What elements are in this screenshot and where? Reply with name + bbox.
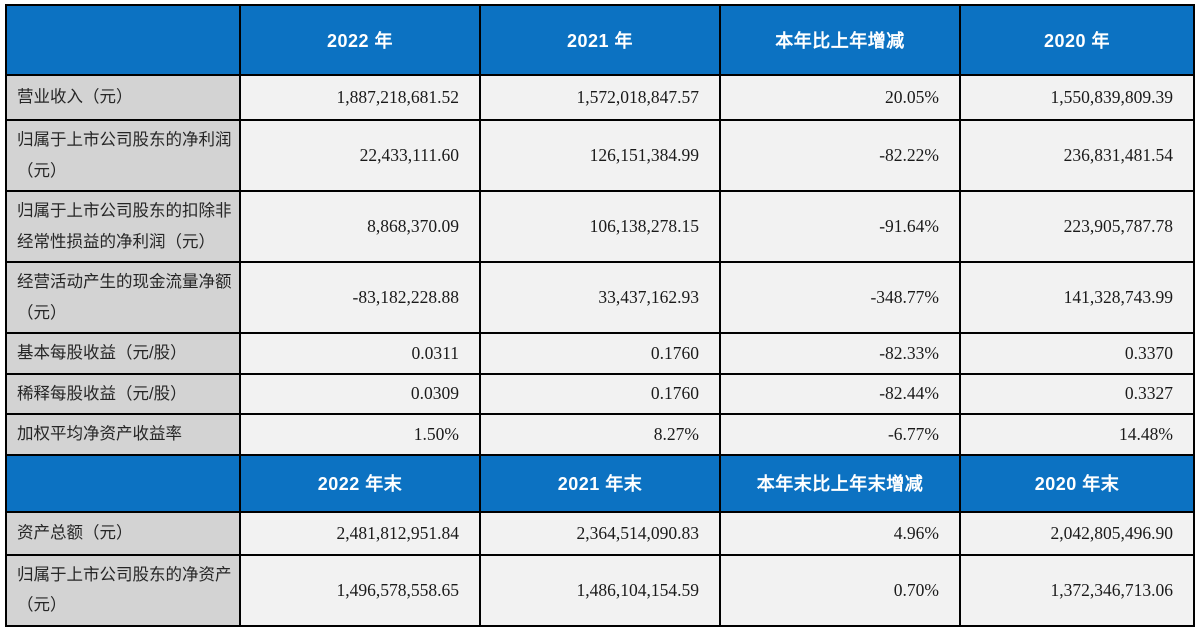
column-header-2021-end: 2021 年末 — [479, 453, 721, 513]
table-row-operating-cash-flow: 经营活动产生的现金流量净额（元） -83,182,228.88 33,437,1… — [5, 261, 1195, 335]
row-label: 归属于上市公司股东的净利润（元） — [5, 118, 241, 193]
cell-value: 1,887,218,681.52 — [239, 74, 481, 121]
row-label: 稀释每股收益（元/股） — [5, 372, 241, 416]
cell-value: 8.27% — [479, 413, 721, 456]
column-header-yoy-change: 本年比上年增减 — [719, 4, 961, 76]
cell-value: -82.33% — [719, 332, 961, 375]
column-header-2022: 2022 年 — [239, 4, 481, 76]
cell-value: 1,572,018,847.57 — [479, 74, 721, 121]
cell-value: 0.1760 — [479, 332, 721, 375]
cell-value: 0.70% — [719, 553, 961, 627]
header-row-annual: 2022 年 2021 年 本年比上年增减 2020 年 — [5, 4, 1195, 76]
column-header-2020-end: 2020 年末 — [959, 453, 1195, 513]
cell-value: -83,182,228.88 — [239, 261, 481, 335]
cell-value: -6.77% — [719, 413, 961, 456]
table-row-net-assets: 归属于上市公司股东的净资产（元） 1,496,578,558.65 1,486,… — [5, 553, 1195, 627]
financial-summary-table: 2022 年 2021 年 本年比上年增减 2020 年 营业收入（元） 1,8… — [5, 4, 1195, 627]
cell-value: 33,437,162.93 — [479, 261, 721, 335]
table-row-basic-eps: 基本每股收益（元/股） 0.0311 0.1760 -82.33% 0.3370 — [5, 332, 1195, 375]
cell-value: 1,550,839,809.39 — [959, 74, 1195, 121]
cell-value: 4.96% — [719, 510, 961, 556]
cell-value: 1,372,346,713.06 — [959, 553, 1195, 627]
cell-value: 0.1760 — [479, 372, 721, 416]
cell-value: 22,433,111.60 — [239, 118, 481, 193]
cell-value: 0.3370 — [959, 332, 1195, 375]
column-header-year-end-change: 本年末比上年末增减 — [719, 453, 961, 513]
cell-value: 106,138,278.15 — [479, 190, 721, 264]
cell-value: 1,486,104,154.59 — [479, 553, 721, 627]
row-label: 基本每股收益（元/股） — [5, 332, 241, 375]
table-row-weighted-avg-roe: 加权平均净资产收益率 1.50% 8.27% -6.77% 14.48% — [5, 413, 1195, 456]
row-label: 营业收入（元） — [5, 74, 241, 121]
cell-value: 20.05% — [719, 74, 961, 121]
corner-header-cell — [5, 4, 241, 76]
cell-value: 2,481,812,951.84 — [239, 510, 481, 556]
row-label: 资产总额（元） — [5, 510, 241, 556]
cell-value: 0.0311 — [239, 332, 481, 375]
table-row-net-profit: 归属于上市公司股东的净利润（元） 22,433,111.60 126,151,3… — [5, 118, 1195, 193]
cell-value: 223,905,787.78 — [959, 190, 1195, 264]
row-label: 加权平均净资产收益率 — [5, 413, 241, 456]
row-label: 经营活动产生的现金流量净额（元） — [5, 261, 241, 335]
table-row-net-profit-excl-nonrecurring: 归属于上市公司股东的扣除非经常性损益的净利润（元） 8,868,370.09 1… — [5, 190, 1195, 264]
cell-value: -348.77% — [719, 261, 961, 335]
cell-value: 236,831,481.54 — [959, 118, 1195, 193]
row-label: 归属于上市公司股东的净资产（元） — [5, 553, 241, 627]
cell-value: 1.50% — [239, 413, 481, 456]
row-label: 归属于上市公司股东的扣除非经常性损益的净利润（元） — [5, 190, 241, 264]
cell-value: 2,042,805,496.90 — [959, 510, 1195, 556]
cell-value: -82.44% — [719, 372, 961, 416]
cell-value: 0.0309 — [239, 372, 481, 416]
table-row-revenue: 营业收入（元） 1,887,218,681.52 1,572,018,847.5… — [5, 74, 1195, 121]
column-header-2022-end: 2022 年末 — [239, 453, 481, 513]
cell-value: -91.64% — [719, 190, 961, 264]
cell-value: 141,328,743.99 — [959, 261, 1195, 335]
cell-value: 2,364,514,090.83 — [479, 510, 721, 556]
cell-value: 126,151,384.99 — [479, 118, 721, 193]
table-row-total-assets: 资产总额（元） 2,481,812,951.84 2,364,514,090.8… — [5, 510, 1195, 556]
cell-value: 0.3327 — [959, 372, 1195, 416]
column-header-2021: 2021 年 — [479, 4, 721, 76]
cell-value: -82.22% — [719, 118, 961, 193]
column-header-2020: 2020 年 — [959, 4, 1195, 76]
header-row-year-end: 2022 年末 2021 年末 本年末比上年末增减 2020 年末 — [5, 453, 1195, 513]
cell-value: 1,496,578,558.65 — [239, 553, 481, 627]
cell-value: 14.48% — [959, 413, 1195, 456]
table-row-diluted-eps: 稀释每股收益（元/股） 0.0309 0.1760 -82.44% 0.3327 — [5, 372, 1195, 416]
cell-value: 8,868,370.09 — [239, 190, 481, 264]
corner-header-cell — [5, 453, 241, 513]
